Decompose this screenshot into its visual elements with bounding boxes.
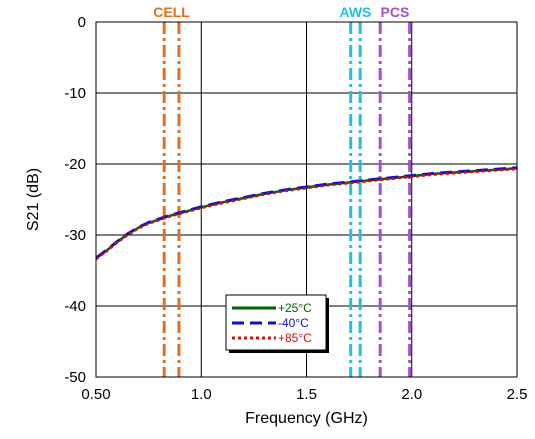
y-axis-ticks: 0 -10 -20 -30 -40 -50 [64, 14, 86, 386]
y-tick-label: -30 [64, 227, 86, 244]
band-label: PCS [381, 4, 410, 20]
legend-entry: -40°C [278, 316, 309, 330]
x-tick-label: 1.0 [191, 386, 212, 403]
y-tick-label: 0 [78, 14, 86, 31]
y-tick-label: -50 [64, 369, 86, 386]
data-series [95, 166, 518, 261]
plot-frame [95, 21, 518, 378]
series-line [95, 166, 518, 259]
x-tick-label: 2.5 [507, 386, 528, 403]
y-tick-label: -10 [64, 85, 86, 102]
frequency-band-markers: CELL AWS PCS [153, 4, 412, 377]
y-axis-title: S21 (dB) [25, 168, 42, 231]
y-tick-label: -20 [64, 156, 86, 173]
x-axis-title: Frequency (GHz) [245, 410, 368, 427]
series-line [95, 167, 518, 261]
band-label: AWS [339, 4, 371, 20]
x-axis-ticks: 0.50 1.0 1.5 2.0 2.5 [81, 386, 527, 403]
legend-entry: +85°C [278, 331, 312, 345]
x-tick-label: 0.50 [81, 386, 110, 403]
legend: +25°C-40°C+85°C [225, 294, 329, 353]
band-label: CELL [153, 4, 190, 20]
legend-entry: +25°C [278, 301, 312, 315]
y-tick-label: -40 [64, 298, 86, 315]
x-tick-label: 1.5 [296, 386, 317, 403]
x-tick-label: 2.0 [401, 386, 422, 403]
